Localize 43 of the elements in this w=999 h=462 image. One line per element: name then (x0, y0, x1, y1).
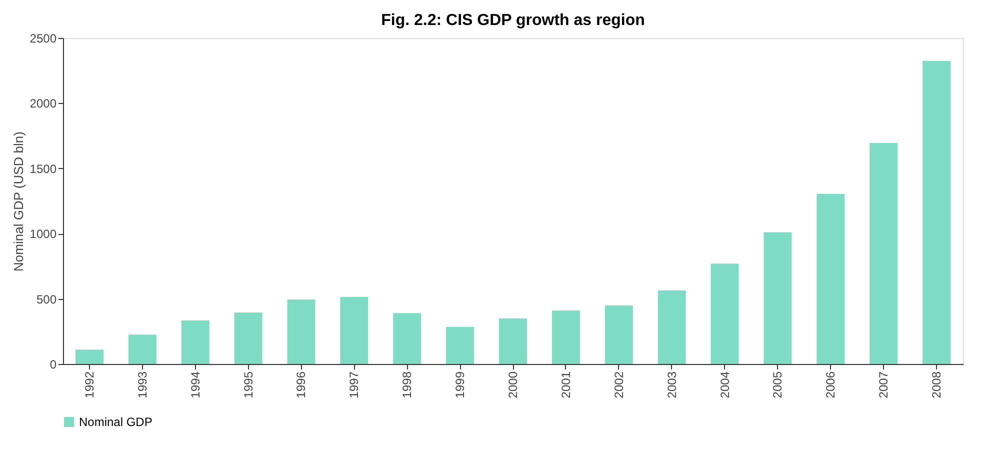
bar (658, 290, 686, 364)
x-tick-label: 2005 (770, 371, 785, 398)
bar (234, 312, 262, 364)
x-tick-label: 1993 (135, 371, 150, 398)
bar (393, 313, 422, 364)
y-tick-label: 2000 (30, 96, 57, 111)
x-tick-label: 1999 (453, 371, 468, 398)
bar (499, 318, 527, 364)
bar (870, 142, 898, 364)
bar (764, 232, 792, 364)
x-tick-label: 2003 (664, 371, 679, 398)
y-tick-label: 0 (50, 358, 57, 372)
x-tick-label: 2001 (558, 371, 573, 398)
x-tick-label: 2002 (612, 371, 626, 398)
y-tick-label: 2500 (30, 32, 57, 46)
y-tick-label: 1000 (30, 227, 57, 242)
bar (75, 350, 104, 364)
x-tick-label: 2004 (718, 371, 732, 398)
y-tick-label: 1500 (30, 162, 57, 176)
bar (552, 310, 580, 364)
bar (710, 264, 739, 364)
legend-label: Nominal GDP (79, 415, 152, 429)
x-tick-label: 1998 (400, 371, 414, 398)
x-tick-label: 1996 (294, 371, 308, 398)
x-tick-label: 2000 (506, 371, 520, 398)
y-tick-label: 500 (36, 292, 57, 306)
y-axis-title: Nominal GDP (USD bln) (10, 132, 26, 272)
bar (446, 326, 474, 364)
x-tick-label: 1994 (188, 371, 202, 398)
x-tick-label: 1992 (82, 371, 96, 398)
bar (340, 296, 368, 364)
bar (181, 320, 210, 364)
bar (922, 60, 951, 364)
x-tick-label: 1997 (347, 371, 362, 398)
bar (287, 299, 316, 364)
bar (128, 334, 156, 364)
x-tick-label: 1995 (241, 371, 256, 398)
bar (816, 194, 845, 364)
x-tick-label: 2006 (824, 371, 838, 398)
bar (604, 305, 633, 364)
x-tick-label: 2007 (876, 371, 891, 398)
chart-title: Fig. 2.2: CIS GDP growth as region (381, 12, 645, 29)
x-tick-label: 2008 (930, 371, 944, 398)
